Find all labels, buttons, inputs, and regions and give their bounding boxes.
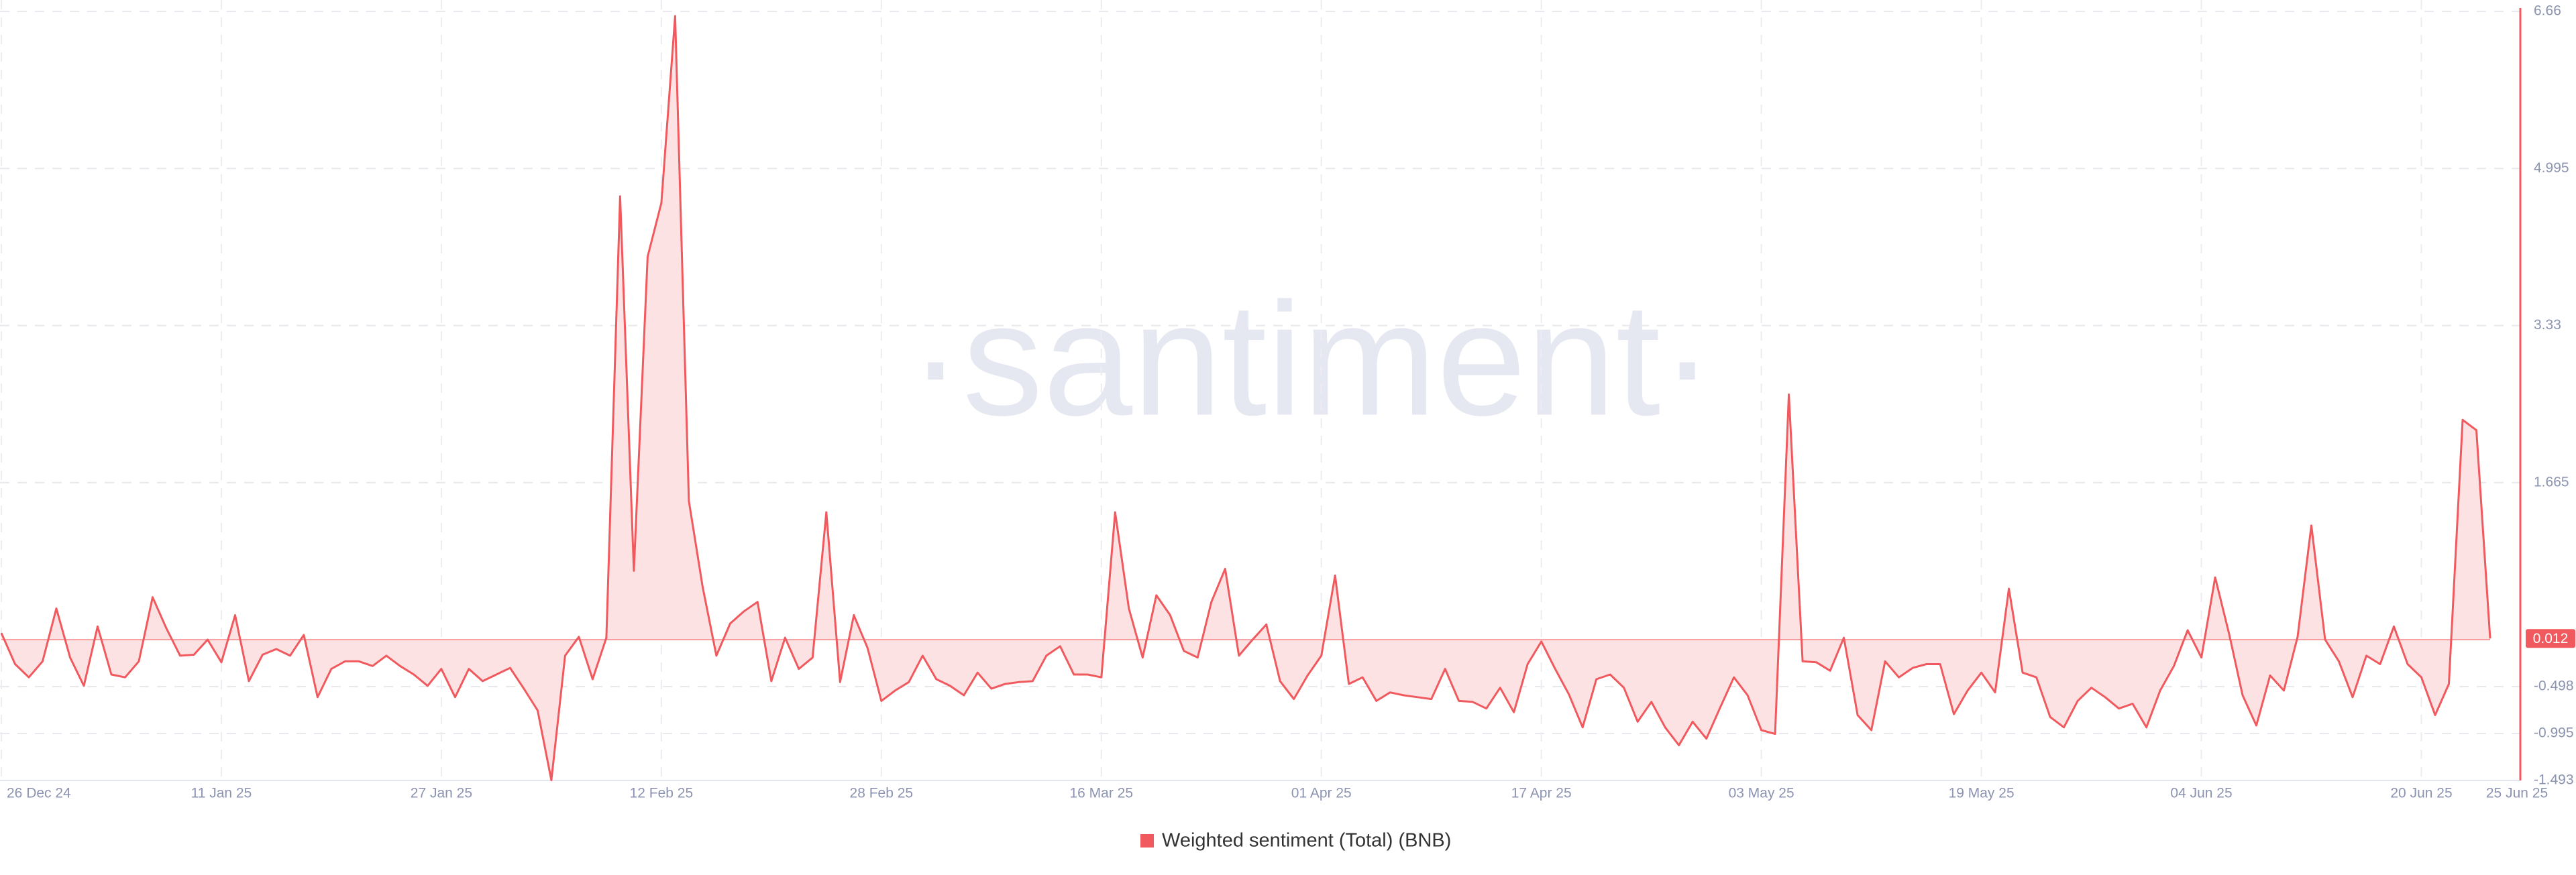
x-tick-label: 19 May 25	[1949, 786, 2015, 801]
y-tick-label: -0.498	[2534, 679, 2574, 694]
watermark: ·santiment·	[909, 269, 1714, 449]
x-tick-label: 11 Jan 25	[191, 786, 252, 801]
last-value-badge	[2526, 629, 2575, 648]
x-tick-label: 01 Apr 25	[1291, 786, 1352, 801]
x-tick-label: 12 Feb 25	[630, 786, 694, 801]
y-tick-label: 4.995	[2534, 160, 2569, 176]
y-tick-label: 1.665	[2534, 474, 2569, 489]
x-tick-label: 03 May 25	[1729, 786, 1794, 801]
x-tick-label: 20 Jun 25	[2390, 786, 2452, 801]
area	[1, 16, 2490, 780]
legend-swatch	[1140, 834, 1154, 848]
x-tick-label: 04 Jun 25	[2170, 786, 2232, 801]
x-tick-label: 28 Feb 25	[850, 786, 914, 801]
x-tick-label: 25 Jun 25	[2486, 786, 2548, 801]
line	[0, 15, 2491, 782]
x-tick-label: 16 Mar 25	[1069, 786, 1133, 801]
x-tick-label: 17 Apr 25	[1511, 786, 1572, 801]
y-tick-label: -1.493	[2534, 772, 2574, 788]
x-tick-label: 27 Jan 25	[411, 786, 472, 801]
y-tick-label: 6.66	[2534, 3, 2561, 19]
y-tick-label: 3.33	[2534, 317, 2561, 333]
last-value-label: 0.012	[2533, 631, 2569, 646]
legend-label: Weighted sentiment (Total) (BNB)	[1162, 830, 1451, 852]
x-tick-label: 26 Dec 24	[7, 786, 71, 801]
y-tick-label: -0.995	[2534, 725, 2574, 740]
